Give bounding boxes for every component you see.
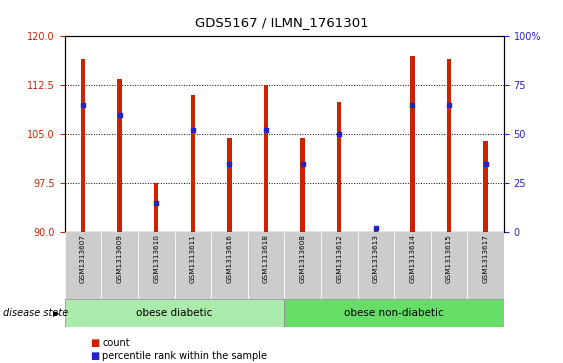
Bar bbox=[321, 232, 358, 299]
Bar bbox=[191, 95, 195, 232]
Bar bbox=[284, 299, 504, 327]
Point bbox=[481, 161, 490, 167]
Text: GSM1313615: GSM1313615 bbox=[446, 234, 452, 283]
Bar bbox=[358, 232, 394, 299]
Bar bbox=[284, 232, 321, 299]
Point bbox=[298, 161, 307, 167]
Text: obese diabetic: obese diabetic bbox=[136, 308, 213, 318]
Text: count: count bbox=[102, 338, 130, 348]
Bar bbox=[175, 232, 211, 299]
Bar bbox=[431, 232, 467, 299]
Point bbox=[115, 112, 124, 118]
Bar bbox=[337, 102, 341, 232]
Text: disease state: disease state bbox=[3, 308, 68, 318]
Bar bbox=[81, 59, 85, 232]
Bar bbox=[264, 85, 268, 232]
Bar bbox=[65, 299, 284, 327]
Text: percentile rank within the sample: percentile rank within the sample bbox=[102, 351, 267, 362]
Point bbox=[261, 127, 270, 133]
Text: GSM1313609: GSM1313609 bbox=[117, 234, 123, 283]
Text: GSM1313616: GSM1313616 bbox=[226, 234, 233, 283]
Bar bbox=[65, 232, 101, 299]
Bar bbox=[394, 232, 431, 299]
Text: ■: ■ bbox=[90, 338, 99, 348]
Text: GSM1313618: GSM1313618 bbox=[263, 234, 269, 283]
Bar bbox=[138, 232, 175, 299]
Point bbox=[225, 161, 234, 167]
Text: GSM1313608: GSM1313608 bbox=[300, 234, 306, 283]
Bar bbox=[248, 232, 284, 299]
Text: ■: ■ bbox=[90, 351, 99, 362]
Text: GSM1313610: GSM1313610 bbox=[153, 234, 159, 283]
Text: GSM1313611: GSM1313611 bbox=[190, 234, 196, 283]
Bar bbox=[410, 56, 414, 232]
Bar bbox=[374, 226, 378, 232]
Bar bbox=[154, 183, 158, 232]
Bar bbox=[118, 79, 122, 232]
Point bbox=[372, 225, 381, 231]
Text: GSM1313617: GSM1313617 bbox=[482, 234, 489, 283]
Text: GSM1313614: GSM1313614 bbox=[409, 234, 415, 283]
Bar bbox=[211, 232, 248, 299]
Text: GSM1313607: GSM1313607 bbox=[80, 234, 86, 283]
Text: obese non-diabetic: obese non-diabetic bbox=[344, 308, 444, 318]
Text: GSM1313613: GSM1313613 bbox=[373, 234, 379, 283]
Point bbox=[408, 102, 417, 108]
Bar bbox=[467, 232, 504, 299]
Bar bbox=[101, 232, 138, 299]
Point bbox=[188, 127, 197, 133]
Bar bbox=[227, 138, 231, 232]
Point bbox=[79, 102, 88, 108]
Point bbox=[334, 131, 343, 137]
Bar bbox=[484, 141, 488, 232]
Text: ▶: ▶ bbox=[52, 309, 59, 318]
Text: GSM1313612: GSM1313612 bbox=[336, 234, 342, 283]
Point bbox=[152, 200, 161, 206]
Text: GDS5167 / ILMN_1761301: GDS5167 / ILMN_1761301 bbox=[195, 16, 368, 29]
Bar bbox=[447, 59, 451, 232]
Point bbox=[445, 102, 454, 108]
Bar bbox=[301, 138, 305, 232]
